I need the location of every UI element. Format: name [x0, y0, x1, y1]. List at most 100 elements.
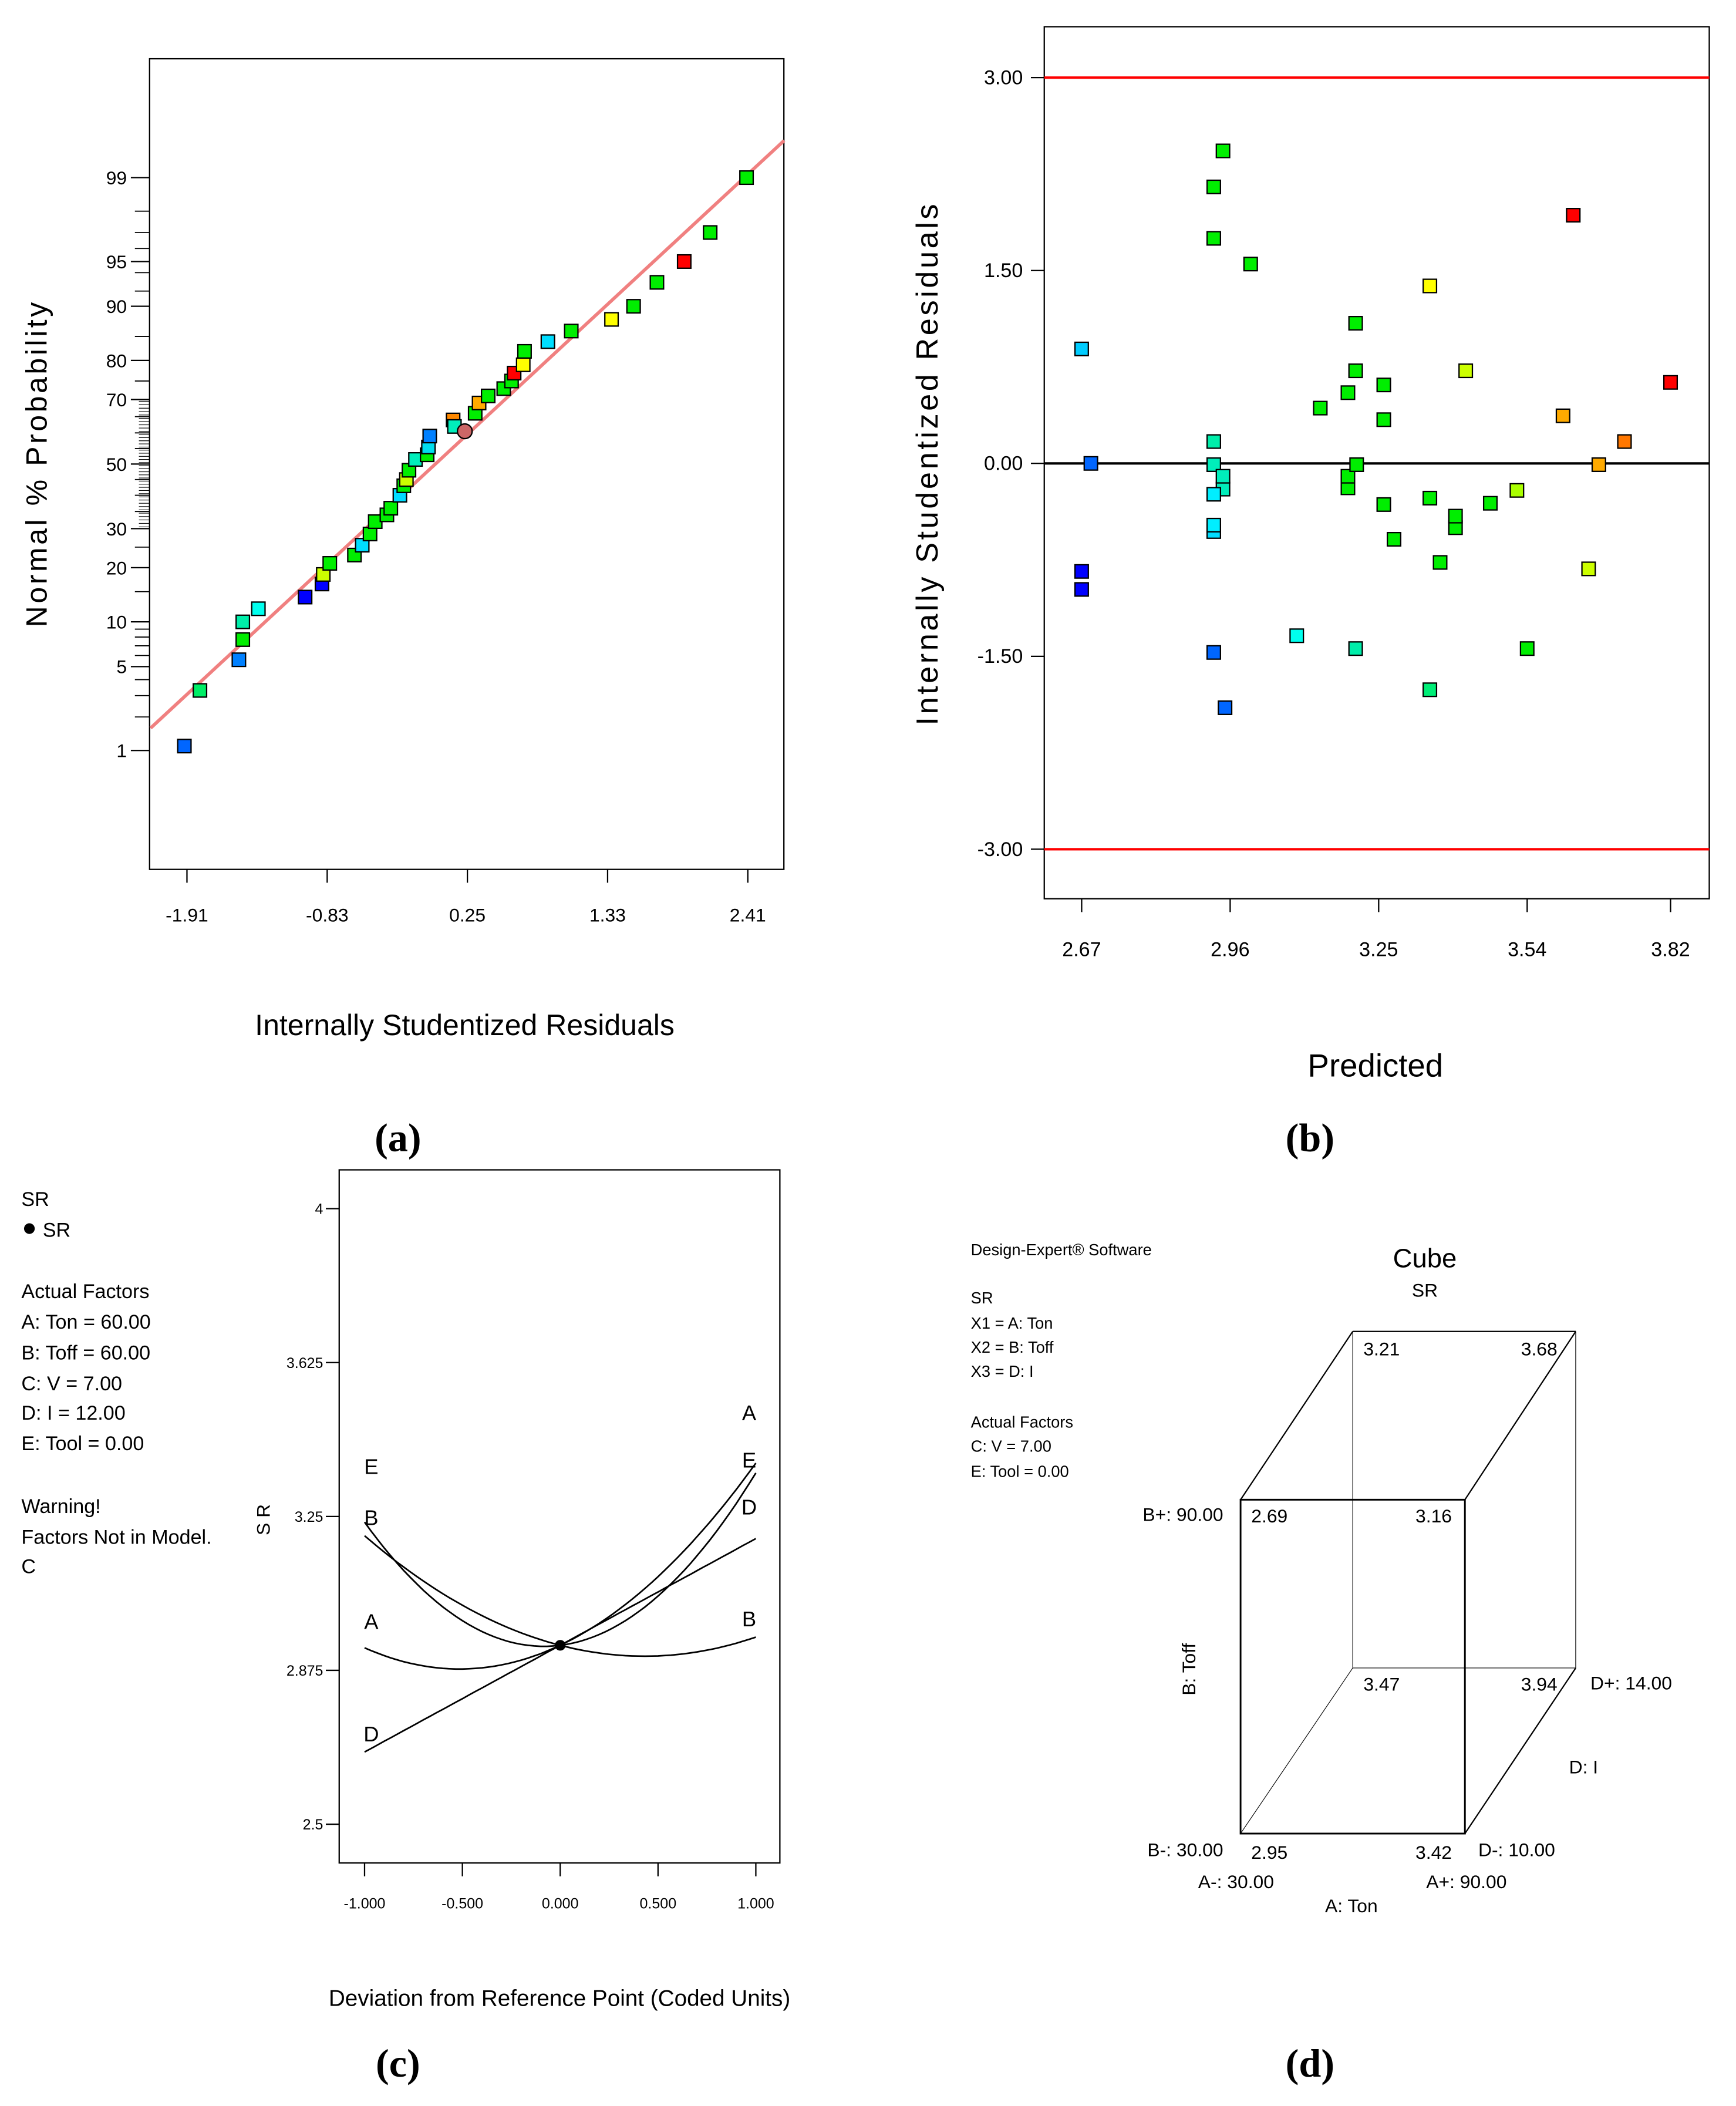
b-minus-label: B-: 30.00	[1147, 1839, 1223, 1861]
data-point	[177, 739, 192, 754]
legend-factor: B: Toff = 60.00	[21, 1342, 150, 1364]
factors-title: Actual Factors	[971, 1413, 1073, 1431]
data-point	[1349, 457, 1364, 472]
data-point	[1422, 682, 1438, 697]
data-point	[1074, 582, 1089, 597]
corner-value: 3.94	[1521, 1674, 1558, 1695]
curve-label-a: A	[742, 1401, 757, 1425]
cube-subtitle: SR	[1412, 1280, 1438, 1301]
cube-edge	[1464, 1331, 1576, 1500]
x-tick-label-b: 3.25	[1359, 939, 1398, 961]
data-point	[231, 652, 247, 668]
x-tick-label-c: 1.000	[737, 1895, 774, 1912]
x-tick-label-c: -0.500	[441, 1895, 483, 1912]
y-tick-label-a: 10	[106, 612, 127, 633]
curve-label-b: B	[742, 1607, 756, 1631]
data-point	[1083, 456, 1098, 471]
y-tick-label-a: 80	[106, 350, 127, 371]
perturbation-legend: SR SR Actual Factors A: Ton = 60.00 B: T…	[21, 1188, 211, 1578]
x-tick-label-b: 2.96	[1211, 939, 1249, 961]
data-point	[1340, 385, 1356, 400]
d-axis-name: D: I	[1569, 1757, 1599, 1778]
data-point	[540, 334, 555, 349]
x-tick-label-b: 3.82	[1651, 939, 1690, 961]
curve-label-d: D	[363, 1722, 379, 1746]
y-tick-label-c: 2.875	[286, 1663, 323, 1679]
legend-factor: C: V = 7.00	[21, 1373, 122, 1395]
curve-label-d: D	[741, 1495, 757, 1519]
curve-a	[364, 1463, 757, 1670]
cube-info: Design-Expert® Software SR X1 = A: Ton X…	[971, 1241, 1152, 1481]
curve-label-e: E	[742, 1448, 756, 1472]
axis-mapping: X2 = B: Toff	[971, 1338, 1054, 1356]
b-axis-name: B: Toff	[1178, 1643, 1199, 1696]
plot-b-points	[1074, 143, 1678, 715]
plot-a-frame	[149, 58, 785, 870]
data-point	[1289, 628, 1304, 643]
corner-value: 3.42	[1415, 1842, 1452, 1863]
data-point	[1422, 490, 1438, 506]
data-point	[703, 225, 718, 240]
a-plus-label: A+: 90.00	[1426, 1871, 1506, 1892]
y-tick-label-a: 1	[116, 740, 127, 761]
x-tick-label-a: 1.33	[589, 904, 626, 925]
y-tick-label-b: 1.50	[984, 260, 1023, 282]
d-plus-label: D+: 14.00	[1590, 1672, 1672, 1693]
corner-value: 3.47	[1363, 1674, 1400, 1695]
y-tick-label-b: -1.50	[977, 645, 1023, 668]
x-tick-label-c: -1.000	[344, 1895, 386, 1912]
data-point	[1555, 408, 1570, 423]
x-tick-label-a: 0.25	[449, 904, 486, 925]
factor: E: Tool = 0.00	[971, 1463, 1069, 1481]
data-point	[1566, 208, 1581, 223]
y-tick-label-b: 0.00	[984, 453, 1023, 475]
data-point	[1482, 496, 1498, 511]
y-tick-label-a: 95	[106, 251, 127, 272]
panel-b-residuals-vs-predicted: 2.67 2.96 3.25 3.54 3.82 3.00 1.50 0.00 -1.50 -3.…	[911, 26, 1710, 1160]
x-axis-label-b: Predicted	[1308, 1047, 1444, 1083]
data-point	[1206, 457, 1221, 472]
data-point	[298, 589, 313, 605]
data-point	[676, 254, 692, 269]
caption-d: (d)	[1286, 2041, 1334, 2085]
panel-c-perturbation-plot: SR SR Actual Factors A: Ton = 60.00 B: T…	[21, 1169, 790, 2085]
plot-a-ticks: -1.91 -0.83 0.25 1.33 2.41 1 5 10 20 30 50 70 80 90 95…	[106, 167, 766, 926]
x-tick-label-a: -1.91	[166, 904, 208, 925]
y-tick-label-a: 30	[106, 518, 127, 540]
data-point	[1206, 645, 1221, 660]
legend-factors-title: Actual Factors	[21, 1281, 149, 1303]
data-point	[1448, 508, 1463, 524]
y-tick-label-b: -3.00	[977, 838, 1023, 861]
data-point	[1376, 497, 1391, 512]
cube-axis-labels: B+: 90.00 B-: 30.00 B: Toff A-: 30.00 A+…	[1142, 1504, 1672, 1916]
legend-response-title: SR	[21, 1188, 49, 1211]
data-point	[1215, 143, 1231, 159]
data-point	[1340, 469, 1356, 484]
y-tick-label-a: 70	[106, 389, 127, 410]
x-tick-label-c: 0.000	[542, 1895, 579, 1912]
legend-response-item: SR	[43, 1219, 70, 1241]
corner-value: 3.68	[1521, 1339, 1558, 1360]
cube-corner-values: 3.21 3.68 2.69 3.16 3.47 3.94 2.95 3.42	[1251, 1339, 1557, 1864]
corner-value: 2.69	[1251, 1505, 1287, 1527]
legend-factor: A: Ton = 60.00	[21, 1311, 150, 1333]
data-point	[355, 538, 370, 553]
x-axis-label-a: Internally Studentized Residuals	[255, 1009, 675, 1042]
legend-factor: D: I = 12.00	[21, 1402, 125, 1424]
x-tick-label-c: 0.500	[640, 1895, 677, 1912]
x-tick-label-a: -0.83	[306, 904, 349, 925]
data-point	[1617, 434, 1632, 449]
data-point	[383, 501, 399, 516]
y-axis-label-c: S R	[252, 1504, 274, 1535]
data-point	[1206, 517, 1221, 533]
data-point	[193, 683, 208, 698]
x-tick-label-b: 3.54	[1508, 939, 1546, 961]
data-point	[422, 429, 437, 444]
highlighted-point	[457, 423, 473, 440]
caption-a: (a)	[375, 1116, 422, 1160]
data-point	[739, 170, 754, 186]
data-point	[1386, 532, 1402, 547]
corner-value: 3.16	[1415, 1505, 1452, 1527]
data-point	[604, 312, 619, 327]
a-axis-name: A: Ton	[1325, 1895, 1378, 1916]
